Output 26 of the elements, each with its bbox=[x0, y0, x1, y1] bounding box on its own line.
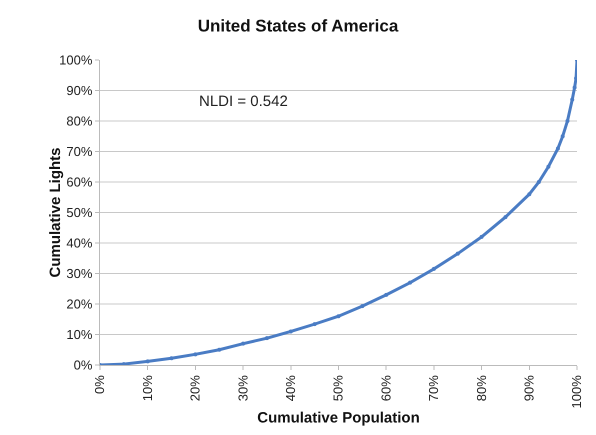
x-tick-label: 80% bbox=[474, 374, 489, 402]
x-tick-label: 0% bbox=[92, 374, 108, 394]
x-tick-label: 100% bbox=[569, 374, 584, 408]
x-tick-label: 50% bbox=[330, 374, 346, 402]
y-tick-label: 0% bbox=[74, 358, 93, 373]
x-tick-label: 30% bbox=[235, 374, 250, 402]
y-tick-label: 80% bbox=[66, 114, 93, 129]
y-tick-label: 20% bbox=[66, 296, 93, 312]
y-tick-label: 40% bbox=[66, 236, 93, 251]
y-axis-title: Cumulative Lights bbox=[47, 147, 64, 278]
y-tick-label: 60% bbox=[66, 174, 93, 190]
y-tick-label: 100% bbox=[59, 52, 93, 68]
annotation: NLDI = 0.542 bbox=[199, 93, 288, 110]
chart-title: United States of America bbox=[198, 16, 399, 36]
x-tick-label: 70% bbox=[426, 374, 442, 402]
y-tick-label: 30% bbox=[66, 266, 93, 282]
x-axis-title: Cumulative Population bbox=[257, 409, 420, 426]
x-tick-label: 40% bbox=[283, 374, 298, 402]
x-tick-label: 90% bbox=[522, 374, 537, 402]
y-tick-label: 90% bbox=[66, 83, 93, 98]
y-tick-label: 70% bbox=[66, 144, 93, 160]
x-tick-label: 60% bbox=[378, 374, 394, 402]
y-tick-label: 50% bbox=[66, 205, 93, 220]
x-tick-label: 20% bbox=[188, 374, 203, 402]
x-tick-label: 10% bbox=[140, 374, 155, 402]
y-tick-label: 10% bbox=[66, 327, 93, 342]
